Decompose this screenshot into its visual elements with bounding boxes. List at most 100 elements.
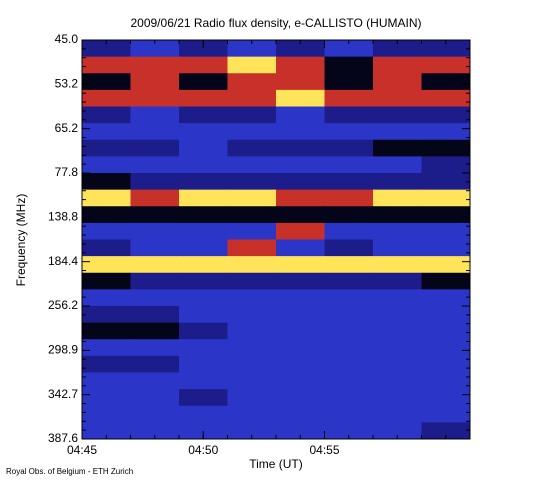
cell xyxy=(82,339,131,357)
cell xyxy=(227,339,277,357)
x-tick-label: 04:45 xyxy=(67,443,97,457)
cell xyxy=(421,156,471,174)
cell xyxy=(373,189,422,207)
cell xyxy=(324,306,374,324)
cell xyxy=(82,405,131,423)
cell xyxy=(421,106,471,124)
cell xyxy=(421,89,471,107)
cell xyxy=(324,156,374,174)
cell xyxy=(276,372,325,390)
cell xyxy=(179,256,228,274)
cell xyxy=(421,189,471,207)
cell xyxy=(179,206,228,224)
cell xyxy=(421,256,471,274)
cell xyxy=(421,306,471,324)
cell xyxy=(179,322,228,340)
y-tick-label: 45.0 xyxy=(55,32,79,46)
cell xyxy=(130,89,180,107)
cell xyxy=(82,289,131,307)
cell xyxy=(130,173,180,191)
cell xyxy=(373,256,422,274)
cell xyxy=(421,272,471,290)
cell xyxy=(82,189,131,207)
cell xyxy=(82,123,131,141)
cell xyxy=(276,206,325,224)
cell xyxy=(130,422,180,440)
cell xyxy=(179,89,228,107)
cell xyxy=(324,272,374,290)
cell xyxy=(82,355,131,373)
cell xyxy=(130,256,180,274)
cell xyxy=(130,222,180,240)
cell xyxy=(227,56,277,74)
y-tick-label: 256.2 xyxy=(48,298,78,312)
cell xyxy=(324,289,374,307)
cell xyxy=(179,222,228,240)
cell xyxy=(421,289,471,307)
cell xyxy=(82,40,131,58)
x-axis-label: Time (UT) xyxy=(249,457,303,471)
cell xyxy=(130,239,180,257)
cell xyxy=(82,389,131,407)
cell xyxy=(373,272,422,290)
cell xyxy=(227,355,277,373)
spectrogram xyxy=(82,40,471,440)
cell xyxy=(179,106,228,124)
cell xyxy=(373,355,422,373)
cell xyxy=(373,306,422,324)
cell xyxy=(130,139,180,157)
cell xyxy=(276,73,325,91)
cell xyxy=(324,123,374,141)
cell xyxy=(130,189,180,207)
cell xyxy=(421,239,471,257)
cell xyxy=(179,139,228,157)
cell xyxy=(373,156,422,174)
cell xyxy=(179,239,228,257)
cell xyxy=(276,156,325,174)
cell xyxy=(324,239,374,257)
cell xyxy=(324,339,374,357)
cell xyxy=(276,272,325,290)
cell xyxy=(179,405,228,423)
cell xyxy=(276,355,325,373)
cell xyxy=(373,40,422,58)
cell xyxy=(227,173,277,191)
cell xyxy=(373,405,422,423)
cell xyxy=(373,422,422,440)
cell xyxy=(130,405,180,423)
cell xyxy=(227,189,277,207)
cell xyxy=(373,222,422,240)
cell xyxy=(130,106,180,124)
cell xyxy=(130,289,180,307)
cell xyxy=(82,372,131,390)
cell xyxy=(276,123,325,141)
cell xyxy=(421,355,471,373)
cell xyxy=(179,372,228,390)
cell xyxy=(421,339,471,357)
cell xyxy=(82,139,131,157)
cell xyxy=(82,56,131,74)
cell xyxy=(130,56,180,74)
cell xyxy=(324,106,374,124)
cell xyxy=(130,40,180,58)
cell xyxy=(130,389,180,407)
cell xyxy=(324,56,374,74)
y-tick-label: 387.6 xyxy=(48,431,78,445)
cell xyxy=(130,306,180,324)
cell xyxy=(373,73,422,91)
cell xyxy=(82,272,131,290)
cell xyxy=(82,156,131,174)
cell xyxy=(276,56,325,74)
cell xyxy=(227,405,277,423)
cell xyxy=(179,355,228,373)
cell xyxy=(276,173,325,191)
cell xyxy=(276,189,325,207)
cell xyxy=(421,206,471,224)
cell xyxy=(421,40,471,58)
cell xyxy=(373,239,422,257)
cell xyxy=(179,40,228,58)
chart-title: 2009/06/21 Radio flux density, e-CALLIST… xyxy=(130,16,421,30)
cell xyxy=(227,372,277,390)
cell xyxy=(421,389,471,407)
cell xyxy=(82,89,131,107)
